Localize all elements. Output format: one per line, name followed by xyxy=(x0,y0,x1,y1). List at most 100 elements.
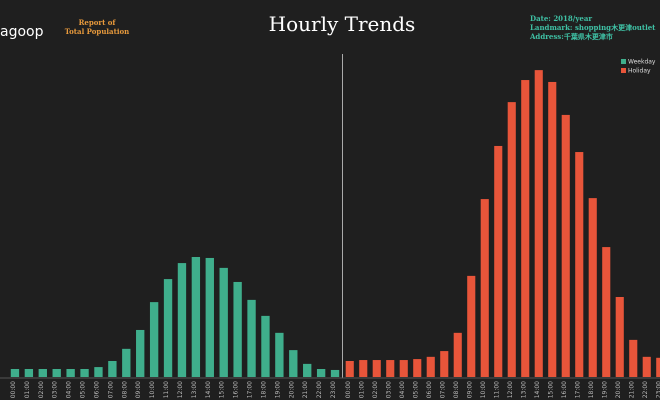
x-tick-label: 12:00 xyxy=(177,381,184,398)
x-tick-label: 06:00 xyxy=(93,381,100,398)
bar xyxy=(386,360,395,377)
x-tick-label: 17:00 xyxy=(247,381,254,398)
x-tick-label: 20:00 xyxy=(288,381,295,398)
x-tick-label: 13:00 xyxy=(191,381,198,398)
x-tick-label: 17:00 xyxy=(574,381,581,398)
bar xyxy=(453,332,462,377)
x-tick-label: 01:00 xyxy=(358,381,365,398)
bar xyxy=(261,315,270,377)
bar xyxy=(372,360,381,377)
legend-label: Holiday xyxy=(628,68,651,75)
x-tick-label: 09:00 xyxy=(135,381,142,398)
x-tick-label: 14:00 xyxy=(534,381,541,398)
x-tick-label: 21:00 xyxy=(302,381,309,398)
bar xyxy=(440,351,449,377)
bar xyxy=(205,257,214,377)
bar xyxy=(359,360,368,377)
x-tick-label: 08:00 xyxy=(453,381,460,398)
x-tick-label: 06:00 xyxy=(426,381,433,398)
bar xyxy=(233,281,242,377)
title: Hourly Trends xyxy=(269,12,416,36)
bar xyxy=(163,279,173,377)
x-tick-label: 10:00 xyxy=(149,381,156,398)
x-tick-label: 02:00 xyxy=(38,381,45,398)
x-tick-label: 22:00 xyxy=(642,381,649,398)
x-tick-label: 12:00 xyxy=(507,381,514,398)
x-tick-label: 04:00 xyxy=(399,381,406,398)
bar xyxy=(108,361,117,377)
bar xyxy=(219,267,228,377)
bar xyxy=(629,339,638,377)
x-tick-label: 16:00 xyxy=(561,381,568,398)
x-tick-label: 23:00 xyxy=(330,381,337,398)
x-tick-label: 15:00 xyxy=(547,381,554,398)
x-tick-label: 22:00 xyxy=(316,381,323,398)
legend-swatch xyxy=(621,59,626,64)
x-tick-label: 19:00 xyxy=(274,381,281,398)
info: Address:千葉県木更津市 xyxy=(529,32,613,41)
x-tick-label: 00:00 xyxy=(345,381,352,398)
legend-swatch xyxy=(621,68,626,73)
bar xyxy=(149,302,159,377)
x-tick-label: 05:00 xyxy=(412,381,419,398)
bar xyxy=(94,367,103,377)
report-label: Total Population xyxy=(65,27,130,36)
bar xyxy=(330,369,340,377)
bar xyxy=(177,263,187,377)
bar xyxy=(548,81,557,378)
x-tick-label: 04:00 xyxy=(66,381,73,398)
x-tick-label: 18:00 xyxy=(588,381,595,398)
x-tick-label: 14:00 xyxy=(205,381,212,398)
bar xyxy=(467,275,476,377)
bar xyxy=(275,332,284,377)
bar xyxy=(24,369,34,377)
bar xyxy=(191,257,201,377)
bar xyxy=(303,363,312,377)
bar xyxy=(561,114,570,378)
x-tick-label: 13:00 xyxy=(520,381,527,398)
bar xyxy=(122,348,131,377)
bar xyxy=(10,369,20,377)
bar xyxy=(345,361,354,377)
x-tick-label: 18:00 xyxy=(260,381,267,398)
bar xyxy=(289,350,298,377)
bar xyxy=(575,152,584,377)
x-tick-label: 15:00 xyxy=(219,381,226,398)
x-tick-label: 05:00 xyxy=(80,381,87,398)
bar xyxy=(80,369,89,377)
x-tick-label: 11:00 xyxy=(493,381,500,398)
report-label: Report of xyxy=(79,18,117,27)
bar xyxy=(534,70,543,378)
info: Date: 2018/year xyxy=(530,14,592,23)
legend-label: Weekday xyxy=(628,59,656,66)
x-tick-label: 08:00 xyxy=(121,381,128,398)
bar xyxy=(507,102,516,378)
x-tick-label: 23:00 xyxy=(655,381,660,398)
bar xyxy=(521,80,530,377)
bar xyxy=(494,145,503,377)
x-tick-label: 19:00 xyxy=(601,381,608,398)
bar xyxy=(413,359,422,377)
x-tick-label: 03:00 xyxy=(52,381,59,398)
bar xyxy=(247,299,256,377)
x-tick-label: 02:00 xyxy=(372,381,379,398)
x-tick-label: 07:00 xyxy=(439,381,446,398)
x-tick-label: 03:00 xyxy=(385,381,392,398)
bar xyxy=(615,297,624,377)
bar xyxy=(602,247,611,377)
x-tick-label: 21:00 xyxy=(628,381,635,398)
bar xyxy=(426,356,435,377)
bar xyxy=(66,369,75,377)
bar xyxy=(38,369,47,377)
bar xyxy=(136,329,145,377)
bar xyxy=(52,369,61,377)
x-tick-label: 09:00 xyxy=(466,381,473,398)
bar xyxy=(316,369,326,377)
x-tick-label: 01:00 xyxy=(24,381,31,398)
bar xyxy=(656,357,660,377)
logo: agoop xyxy=(0,24,44,40)
bar xyxy=(588,198,597,377)
bar xyxy=(480,199,489,377)
